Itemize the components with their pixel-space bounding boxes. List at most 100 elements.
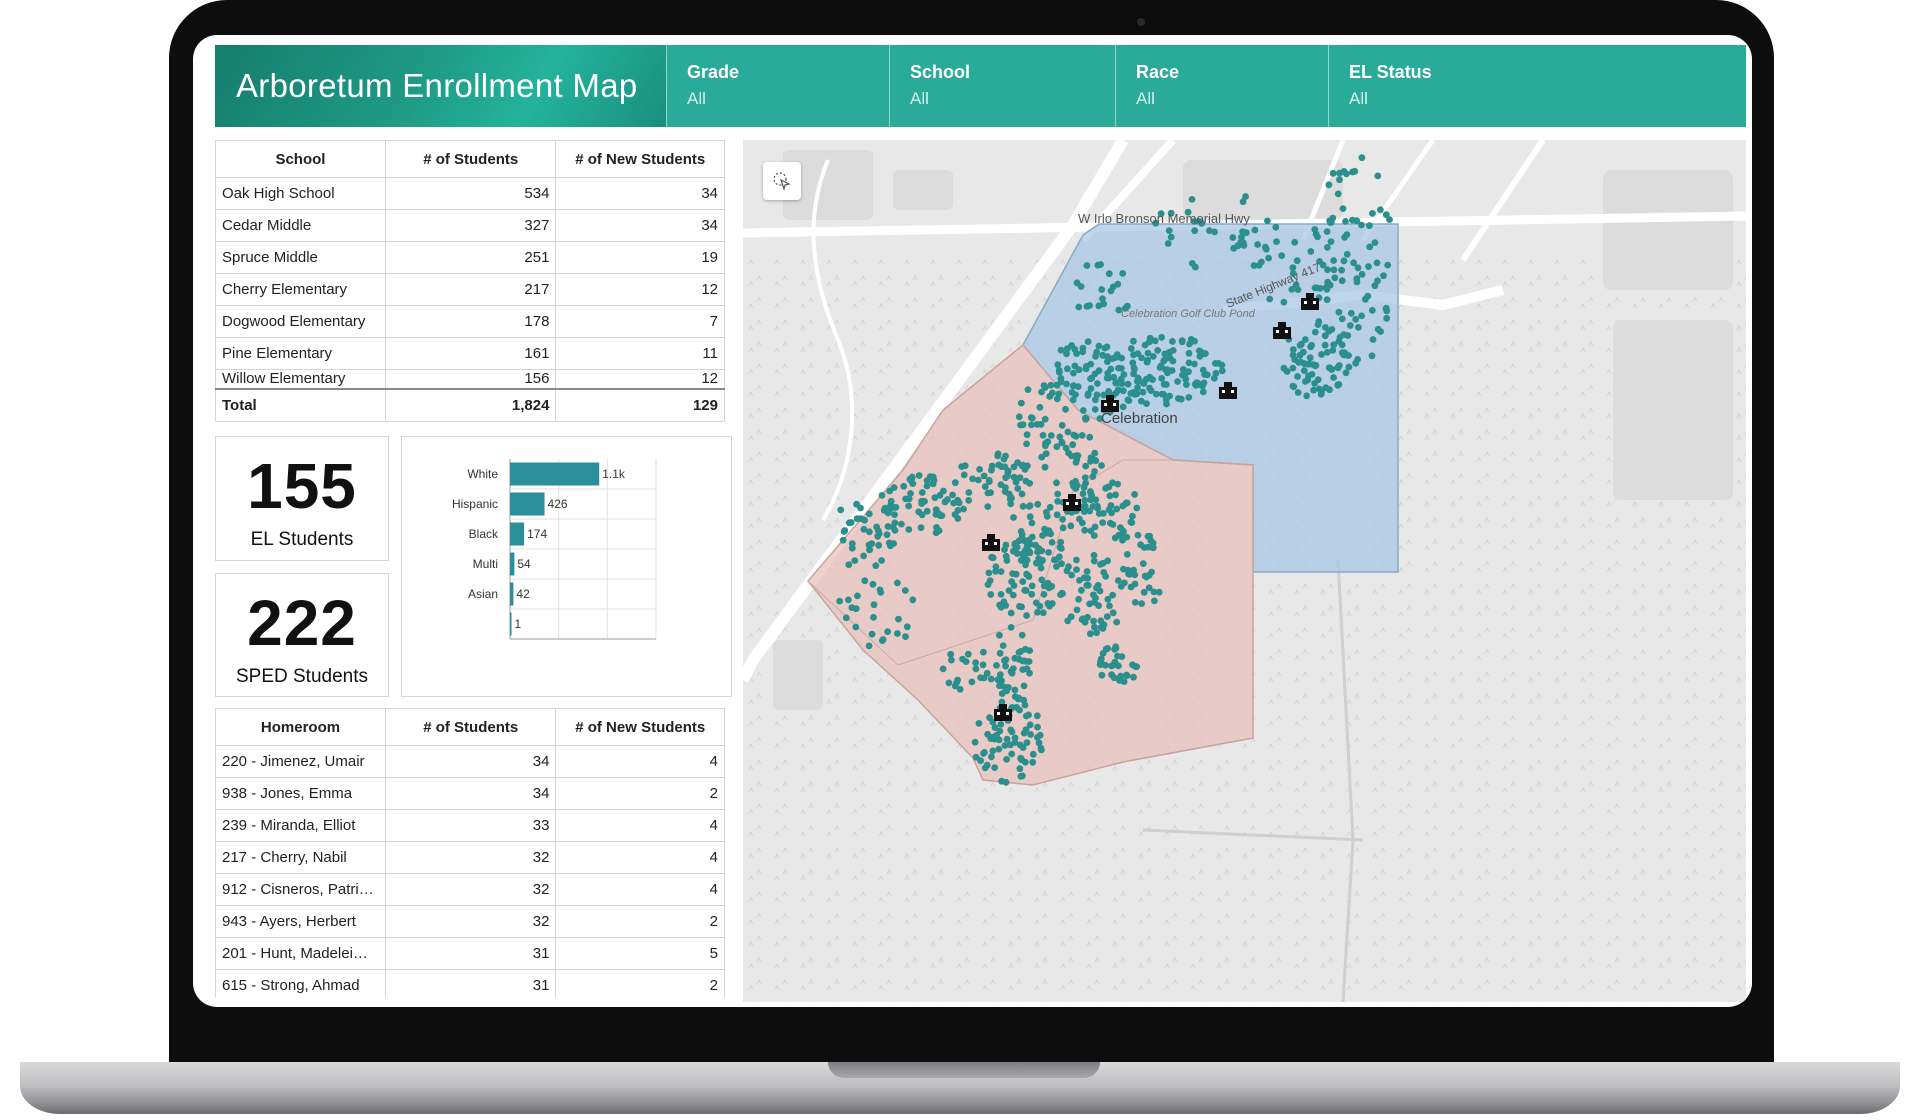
student-dot[interactable] [932, 529, 940, 537]
student-dot[interactable] [1034, 500, 1042, 508]
student-dot[interactable] [1294, 286, 1302, 293]
student-dot[interactable] [1098, 286, 1106, 293]
student-dot[interactable] [1323, 349, 1331, 356]
student-dot[interactable] [845, 561, 853, 569]
student-dot[interactable] [1112, 491, 1119, 499]
column-header-students[interactable]: # of Students [384, 708, 557, 746]
student-dot[interactable] [1326, 386, 1333, 394]
column-header-new-students[interactable]: # of New Students [555, 140, 725, 178]
student-dot[interactable] [1166, 354, 1174, 362]
student-dot[interactable] [1001, 463, 1009, 471]
student-dot[interactable] [997, 591, 1005, 598]
student-dot[interactable] [1115, 364, 1122, 372]
table-row[interactable]: Spruce Middle 251 19 [215, 241, 725, 274]
student-dot[interactable] [1010, 514, 1017, 521]
student-dot[interactable] [1072, 458, 1080, 466]
student-dot[interactable] [1011, 686, 1019, 694]
student-dot[interactable] [1185, 349, 1193, 357]
student-dot[interactable] [917, 524, 925, 532]
student-dot[interactable] [1289, 346, 1297, 353]
student-dot[interactable] [947, 650, 955, 658]
student-dot[interactable] [1334, 364, 1342, 371]
student-dot[interactable] [1134, 531, 1142, 539]
student-dot[interactable] [1091, 598, 1098, 606]
student-dot[interactable] [1102, 661, 1109, 669]
student-dot[interactable] [1058, 439, 1066, 447]
homeroom-table-container[interactable]: Homeroom # of Students # of New Students… [215, 708, 725, 998]
table-row[interactable]: Oak High School 534 34 [215, 177, 725, 210]
student-dot[interactable] [1011, 734, 1019, 742]
student-dot[interactable] [1314, 376, 1322, 384]
student-dot[interactable] [1017, 421, 1024, 429]
student-dot[interactable] [1009, 591, 1017, 599]
student-dot[interactable] [1291, 238, 1299, 246]
student-dot[interactable] [1169, 338, 1176, 345]
student-dot[interactable] [998, 690, 1006, 697]
student-dot[interactable] [1114, 480, 1122, 488]
student-dot[interactable] [1081, 526, 1089, 534]
student-dot[interactable] [1353, 217, 1361, 225]
student-dot[interactable] [993, 662, 1000, 669]
student-dot[interactable] [1160, 390, 1167, 398]
student-dot[interactable] [1182, 375, 1190, 383]
student-dot[interactable] [1140, 588, 1148, 596]
student-dot[interactable] [901, 587, 909, 594]
student-dot[interactable] [1084, 581, 1092, 589]
student-dot[interactable] [1377, 206, 1384, 214]
student-dot[interactable] [1033, 712, 1041, 720]
student-dot[interactable] [1369, 336, 1377, 343]
student-dot[interactable] [931, 494, 939, 502]
student-dot[interactable] [1015, 649, 1023, 656]
student-dot[interactable] [969, 475, 976, 483]
student-dot[interactable] [1133, 504, 1141, 512]
student-dot[interactable] [1064, 365, 1071, 373]
student-dot[interactable] [1366, 222, 1373, 230]
student-dot[interactable] [1188, 260, 1196, 267]
student-dot[interactable] [1082, 462, 1090, 470]
student-dot[interactable] [987, 675, 995, 683]
student-dot[interactable] [877, 589, 885, 596]
student-dot[interactable] [1374, 172, 1382, 180]
student-dot[interactable] [1075, 595, 1082, 603]
student-dot[interactable] [1022, 712, 1030, 720]
student-dot[interactable] [923, 482, 931, 490]
student-dot[interactable] [1016, 474, 1024, 481]
student-dot[interactable] [1301, 360, 1308, 368]
student-dot[interactable] [948, 656, 955, 664]
student-dot[interactable] [1250, 262, 1258, 269]
student-dot[interactable] [1327, 238, 1335, 245]
student-dot[interactable] [1230, 244, 1238, 252]
student-dot[interactable] [1190, 218, 1198, 225]
student-dot[interactable] [1206, 227, 1213, 234]
student-dot[interactable] [1008, 578, 1015, 585]
student-dot[interactable] [991, 724, 999, 731]
student-dot[interactable] [1125, 397, 1133, 404]
student-dot[interactable] [1149, 376, 1156, 383]
student-dot[interactable] [847, 519, 855, 526]
student-dot[interactable] [999, 642, 1007, 649]
student-dot[interactable] [1019, 578, 1027, 585]
student-dot[interactable] [1130, 337, 1137, 345]
student-dot[interactable] [1141, 544, 1148, 551]
chart-bar[interactable] [510, 462, 600, 486]
student-dot[interactable] [895, 615, 902, 623]
student-dot[interactable] [1129, 512, 1136, 520]
student-dot[interactable] [1165, 227, 1173, 234]
table-row[interactable]: Pine Elementary 161 11 [215, 337, 725, 370]
student-dot[interactable] [1326, 217, 1333, 224]
student-dot[interactable] [1128, 519, 1136, 526]
student-dot[interactable] [1120, 678, 1128, 685]
student-dot[interactable] [1104, 353, 1111, 361]
student-dot[interactable] [1090, 617, 1097, 625]
student-dot[interactable] [1109, 283, 1117, 291]
student-dot[interactable] [1101, 344, 1109, 352]
student-dot[interactable] [1001, 742, 1009, 749]
student-dot[interactable] [1109, 521, 1117, 528]
student-dot[interactable] [1026, 549, 1034, 557]
student-dot[interactable] [1021, 466, 1029, 473]
student-dot[interactable] [1083, 363, 1090, 370]
student-dot[interactable] [1323, 228, 1331, 235]
student-dot[interactable] [1278, 252, 1286, 259]
student-dot[interactable] [953, 679, 960, 687]
student-dot[interactable] [1073, 556, 1080, 564]
